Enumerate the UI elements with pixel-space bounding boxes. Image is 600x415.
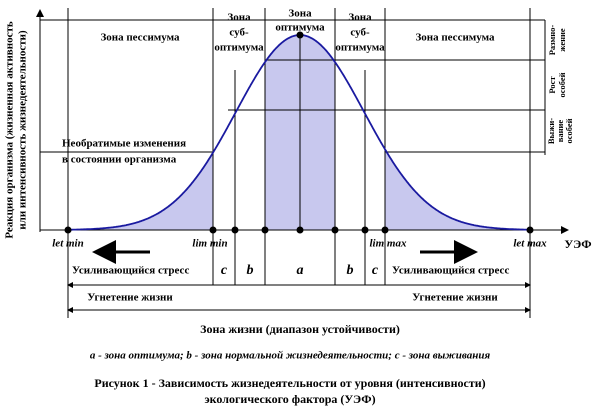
level-label: Рост [547, 76, 557, 94]
zone-label: оптимума [275, 22, 325, 34]
points [64, 31, 534, 234]
band-label: Угнетение жизни [87, 292, 173, 304]
caption: Рисунок 1 - Зависимость жизнедеятельност… [94, 376, 485, 390]
zone-label: Зона [348, 12, 372, 24]
x-label: УЭФ [564, 237, 591, 251]
point-label: lim min [192, 238, 227, 250]
level-label: особей [557, 72, 567, 97]
point [361, 226, 369, 234]
point [231, 226, 239, 234]
point [331, 226, 339, 234]
band-label: Усиливающийся стресс [392, 265, 509, 277]
y-label: Реакция организма (жизненная активность [4, 21, 16, 239]
band-label: Угнетение жизни [412, 292, 498, 304]
level-label: особей [564, 118, 574, 143]
zone-label: Зона пессимума [100, 32, 180, 44]
diagram-shapes [68, 35, 530, 230]
band-letter: c [221, 263, 228, 278]
annotation: в состоянии организма [62, 154, 177, 166]
point [526, 226, 534, 234]
caption: экологического фактора (УЭФ) [204, 392, 375, 406]
texts: Реакция организма (жизненная активность … [4, 8, 592, 406]
point-label: lim max [370, 238, 407, 250]
legend: a - зона оптимума; b - зона нормальной ж… [90, 350, 491, 362]
point [381, 226, 389, 234]
point [261, 226, 269, 234]
level-label: Выжи- [546, 118, 556, 144]
point-label: let min [52, 238, 83, 250]
zone-label: оптимума [214, 42, 264, 54]
shaded-zone [68, 152, 213, 230]
zone-label: Зона пессимума [415, 32, 495, 44]
diagram-lines [36, 8, 569, 318]
point [296, 226, 304, 234]
level-label: вание [555, 120, 565, 143]
band-letter: b [347, 263, 354, 278]
annotation: Необратимые изменения [62, 138, 186, 150]
zone-label: суб- [350, 27, 370, 39]
point [64, 226, 72, 234]
point [296, 31, 304, 39]
band-label: Зона жизни (диапазон устойчивости) [200, 322, 400, 336]
zone-label: суб- [229, 27, 249, 39]
level-label: жение [557, 28, 567, 52]
band-letter: c [372, 263, 379, 278]
y-label: или интенсивность жизнедеятельности) [17, 30, 29, 230]
point [209, 226, 217, 234]
zone-label: Зона [227, 12, 251, 24]
band-letter: b [247, 263, 254, 278]
band-letter: a [297, 263, 304, 278]
zone-label: Зона [288, 8, 312, 20]
level-label: Размно- [547, 25, 557, 56]
point-label: let max [513, 238, 547, 250]
band-label: Усиливающийся стресс [72, 265, 189, 277]
zone-label: оптимума [335, 42, 385, 54]
shaded-zone [385, 149, 530, 230]
